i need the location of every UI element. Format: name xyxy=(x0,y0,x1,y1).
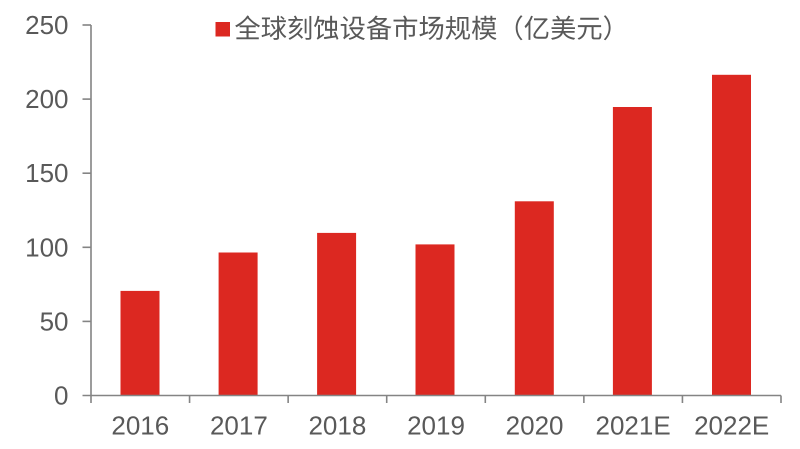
svg-text:2018: 2018 xyxy=(308,411,366,441)
svg-text:200: 200 xyxy=(25,84,68,114)
svg-text:150: 150 xyxy=(25,158,68,188)
svg-text:50: 50 xyxy=(40,306,69,336)
svg-text:2017: 2017 xyxy=(210,411,268,441)
svg-text:2016: 2016 xyxy=(111,411,169,441)
svg-text:250: 250 xyxy=(25,10,68,40)
svg-text:2021E: 2021E xyxy=(596,411,671,441)
svg-text:2019: 2019 xyxy=(407,411,465,441)
svg-text:2022E: 2022E xyxy=(694,411,769,441)
svg-text:100: 100 xyxy=(25,232,68,262)
svg-text:0: 0 xyxy=(54,381,68,411)
svg-text:2020: 2020 xyxy=(506,411,564,441)
